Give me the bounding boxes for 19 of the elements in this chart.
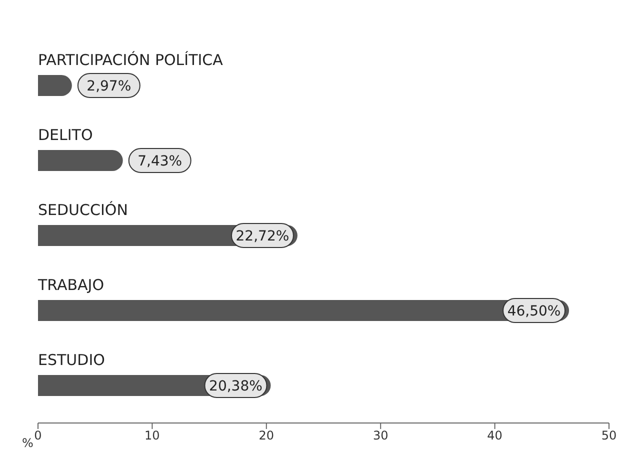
y-tick-label: TRABAJO [37,276,104,294]
x-tick-label: 20 [258,428,274,443]
bar [38,150,123,171]
x-tick-label: 30 [372,428,388,443]
data-label: 22,72% [236,228,290,244]
x-tick-label: 0 [34,428,42,443]
y-tick-label: PARTICIPACIÓN POLÍTICA [38,51,224,69]
data-label: 46,50% [507,304,561,320]
bar [38,75,72,96]
y-tick-label: SEDUCCIÓN [38,201,128,219]
x-axis-title: % [22,436,34,450]
x-tick-label: 40 [487,428,502,443]
y-tick-label: ESTUDIO [38,351,105,369]
data-label: 2,97% [86,78,132,94]
data-label: 7,43% [138,154,182,170]
y-tick-label: DELITO [38,126,93,144]
x-tick-label: 10 [144,428,160,443]
data-label: 20,38% [209,378,262,394]
x-tick-label: 50 [601,428,617,443]
